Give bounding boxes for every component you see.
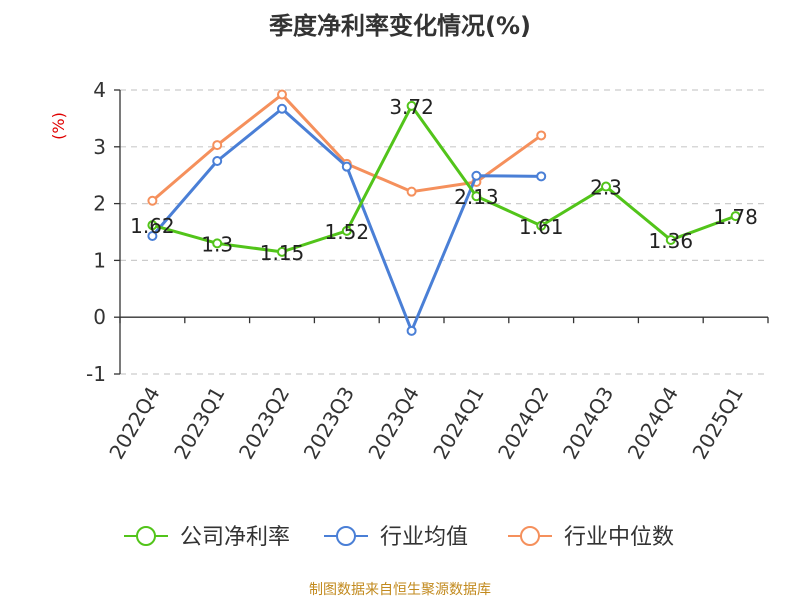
- legend-label: 行业中位数: [564, 525, 674, 550]
- legend-marker-circle: [520, 526, 540, 546]
- data-label: 2.13: [454, 185, 499, 209]
- x-tick-label: 2024Q1: [428, 383, 488, 464]
- data-label: 1.78: [713, 205, 758, 229]
- legend-label: 公司净利率: [180, 525, 290, 550]
- data-point: [730, 211, 741, 222]
- data-point: [536, 220, 547, 231]
- x-tick-label: 2024Q3: [558, 383, 618, 464]
- data-point: [277, 103, 287, 114]
- y-tick-label: 1: [93, 248, 106, 272]
- data-point: [277, 89, 287, 100]
- x-tick-label: 2023Q3: [299, 383, 359, 464]
- legend-marker-circle: [336, 526, 356, 546]
- data-point: [147, 220, 158, 231]
- data-point: [341, 161, 352, 172]
- chart-title: 季度净利率变化情况(%): [269, 12, 531, 40]
- legend-label: 行业均值: [380, 525, 468, 550]
- data-point: [212, 238, 223, 249]
- data-label: 1.36: [649, 229, 694, 253]
- grid-lines: [120, 89, 768, 375]
- data-point: [536, 171, 547, 182]
- series-lines: [147, 89, 741, 336]
- x-tick-label: 2023Q4: [363, 383, 423, 464]
- y-tick-label: 4: [93, 78, 106, 102]
- y-tick-label: 2: [93, 192, 106, 216]
- x-tick-label: 2024Q4: [623, 383, 683, 464]
- data-point: [147, 195, 158, 206]
- legend: 公司净利率 行业均值 行业中位数: [124, 525, 674, 550]
- data-point: [277, 246, 287, 257]
- data-point: [471, 170, 482, 181]
- source-note: 制图数据来自恒生聚源数据库: [309, 582, 491, 598]
- legend-marker-circle: [136, 526, 156, 546]
- data-point: [665, 234, 676, 245]
- data-label: 1.3: [201, 232, 233, 256]
- data-label: 1.62: [130, 214, 175, 238]
- data-point: [471, 191, 482, 202]
- data-labels: 1.62 1.3 1.15 1.52 3.72 2.13 1.61 2.3 1.36 1.78: [130, 95, 758, 265]
- data-point: [536, 130, 547, 141]
- x-tick-label: 2022Q4: [104, 383, 164, 464]
- data-label: 1.61: [519, 215, 564, 239]
- data-point: [406, 325, 417, 336]
- data-label: 2.3: [590, 176, 622, 200]
- y-tick-label: 0: [93, 305, 106, 329]
- x-tick-label: 2023Q2: [234, 383, 294, 464]
- y-tick-label: 3: [93, 135, 106, 159]
- data-point: [601, 181, 611, 192]
- data-point: [212, 156, 223, 166]
- data-point: [212, 140, 223, 151]
- data-point: [406, 186, 417, 197]
- data-point: [406, 100, 417, 111]
- x-tick-label: 2025Q1: [687, 383, 747, 464]
- x-tick-label: 2023Q1: [169, 383, 229, 464]
- data-label: 1.52: [325, 220, 370, 244]
- data-point: [147, 230, 158, 241]
- series-line: [151, 104, 737, 254]
- data-point: [341, 225, 352, 236]
- x-tick-label: 2024Q2: [493, 383, 553, 464]
- y-unit-label: (%): [49, 112, 68, 140]
- data-label: 3.72: [389, 95, 434, 119]
- y-tick-label: -1: [86, 362, 106, 386]
- data-label: 1.15: [260, 241, 305, 265]
